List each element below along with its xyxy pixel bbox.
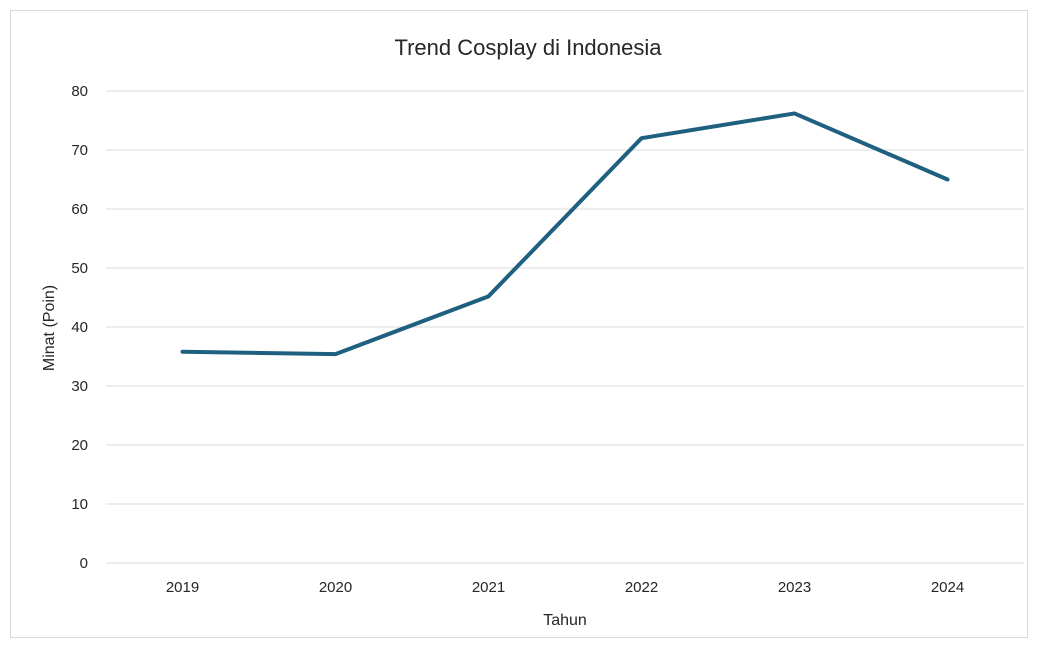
x-axis-ticks: 2019 2020 2021 2022 2023 2024 — [166, 579, 964, 596]
y-tick-label: 50 — [71, 260, 88, 277]
series-layer — [180, 111, 950, 357]
x-tick-label: 2022 — [625, 579, 658, 596]
x-tick-label: 2021 — [472, 579, 505, 596]
y-tick-label: 60 — [71, 201, 88, 218]
y-tick-label: 0 — [80, 555, 88, 572]
y-tick-label: 70 — [71, 142, 88, 159]
y-tick-label: 30 — [71, 378, 88, 395]
y-tick-label: 40 — [71, 319, 88, 336]
x-tick-label: 2019 — [166, 579, 199, 596]
y-axis-label: Minat (Poin) — [41, 285, 58, 371]
y-axis-ticks: 0 10 20 30 40 50 60 70 80 — [71, 83, 88, 572]
y-tick-label: 80 — [71, 83, 88, 100]
x-tick-label: 2023 — [778, 579, 811, 596]
x-tick-label: 2024 — [931, 579, 964, 596]
y-tick-label: 20 — [71, 437, 88, 454]
chart-title: Trend Cosplay di Indonesia — [394, 35, 662, 60]
series-line-0 — [180, 111, 950, 357]
x-axis-label: Tahun — [543, 612, 587, 629]
gridlines — [106, 90, 1024, 564]
x-tick-label: 2020 — [319, 579, 352, 596]
chart-frame — [10, 10, 1028, 638]
y-tick-label: 10 — [71, 496, 88, 513]
